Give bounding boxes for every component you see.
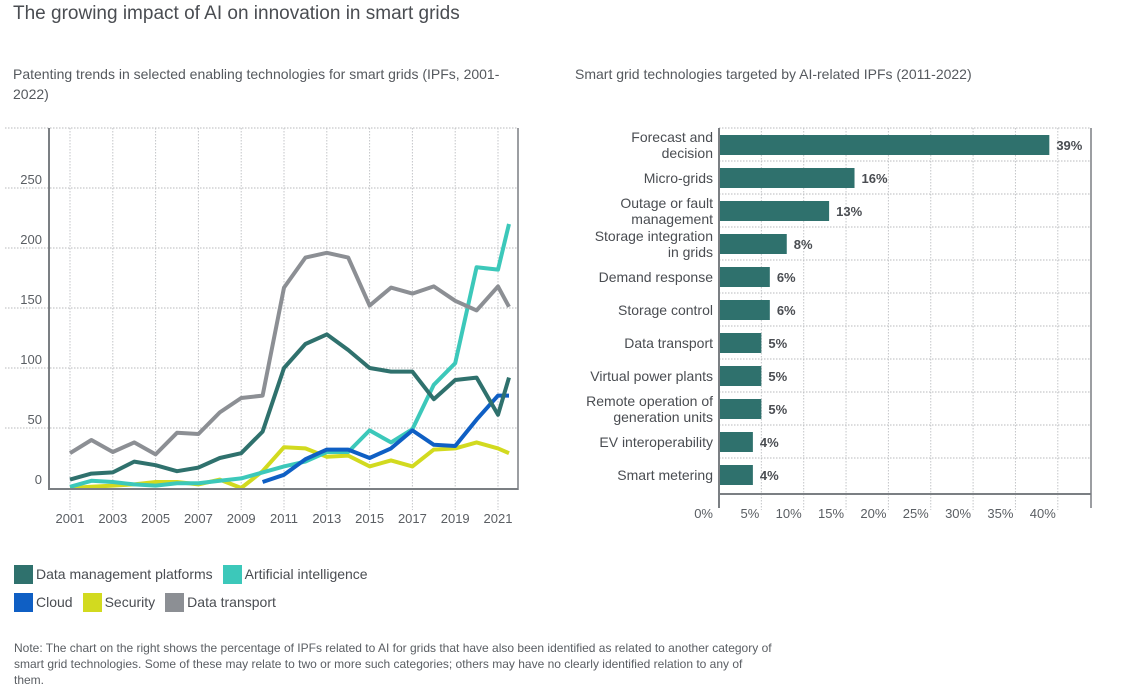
bar-value-label: 5% (768, 402, 787, 417)
legend-swatch (14, 592, 33, 612)
x-tick-label: 30% (945, 506, 971, 521)
bar (719, 432, 753, 452)
category-label: Virtual power plants (590, 368, 713, 384)
legend-row: Cloud Security Data transport (14, 588, 378, 616)
x-tick-label: 2009 (227, 511, 256, 526)
bar-value-label: 4% (760, 435, 779, 450)
x-tick-label: 2005 (141, 511, 170, 526)
bar-value-label: 5% (768, 369, 787, 384)
y-tick-label: 150 (20, 292, 42, 307)
legend-swatch (222, 564, 242, 584)
x-tick-label: 2017 (398, 511, 427, 526)
x-tick-label: 2013 (312, 511, 341, 526)
legend-label: Data management platforms (36, 566, 213, 582)
category-label: EV interoperability (599, 434, 713, 450)
category-label: in grids (668, 244, 713, 260)
category-label: Data transport (624, 335, 713, 351)
category-label: management (631, 211, 713, 227)
bar (719, 135, 1050, 155)
legend-item-ai: Artificial intelligence (222, 564, 368, 584)
x-tick-label: 10% (776, 506, 802, 521)
x-tick-label: 5% (741, 506, 760, 521)
bar (719, 366, 762, 386)
bar-value-label: 13% (836, 204, 862, 219)
x-tick-label: 2001 (56, 511, 85, 526)
bar-value-label: 6% (777, 303, 796, 318)
x-tick-label: 2015 (355, 511, 384, 526)
series-line-ai (69, 223, 511, 489)
line-chart-title: Patenting trends in selected enabling te… (13, 66, 500, 102)
legend-item-cloud: Cloud (14, 592, 73, 612)
x-tick-label: 20% (860, 506, 886, 521)
y-tick-label: 0 (35, 472, 42, 487)
legend-item-security: Security (82, 592, 156, 612)
bar-value-label: 6% (777, 270, 796, 285)
y-tick-label: 200 (20, 232, 42, 247)
category-label: Storage control (618, 302, 713, 318)
bar-chart: 39% 16% 13% 8% 6% 6% 5% 5% 5% 4% 4% Forecast andde… (586, 127, 1092, 521)
series-line-data-transport (68, 250, 511, 457)
legend-item-data-management: Data management platforms (14, 564, 213, 584)
y-tick-label: 50 (28, 412, 42, 427)
category-label: generation units (613, 409, 713, 425)
bar (719, 234, 787, 254)
bar-chart-title: Smart grid technologies targeted by AI-r… (575, 66, 972, 82)
bar (719, 168, 855, 188)
bar (719, 300, 770, 320)
bar (719, 465, 753, 485)
bar-value-label: 16% (862, 171, 888, 186)
legend-row: Data management platforms Artificial int… (14, 560, 378, 588)
x-tick-label: 2019 (441, 511, 470, 526)
legend-label: Security (104, 594, 156, 610)
series-line-cloud (261, 393, 509, 484)
legend-label: Artificial intelligence (244, 566, 368, 582)
x-tick-label: 40% (1030, 506, 1056, 521)
bar (719, 267, 770, 287)
x-tick-label: 2021 (484, 511, 513, 526)
x-tick-label: 2011 (270, 511, 298, 526)
chart-note: Note: The chart on the right shows the p… (14, 641, 772, 687)
legend-item-data-transport: Data transport (165, 592, 276, 612)
category-label: Remote operation of (586, 393, 713, 409)
legend-swatch (165, 592, 185, 612)
bar-value-label: 5% (768, 336, 787, 351)
x-tick-label: 2007 (184, 511, 213, 526)
x-tick-label: 25% (903, 506, 929, 521)
x-tick-label: 15% (818, 506, 844, 521)
category-label: Micro-grids (644, 170, 713, 186)
bar-value-label: 8% (794, 237, 813, 252)
category-label: Forecast and (631, 129, 713, 145)
legend-label: Cloud (36, 594, 73, 610)
category-label: decision (662, 145, 713, 161)
line-chart: 0 50 100 150 200 250 2001 2003 2005 2007 2009 2011 2… (5, 127, 519, 526)
y-tick-label: 100 (20, 352, 42, 367)
x-tick-label: 2003 (98, 511, 127, 526)
line-chart-legend: Data management platforms Artificial int… (14, 560, 378, 616)
y-tick-label: 250 (20, 172, 42, 187)
series-line-data-management (69, 332, 511, 482)
x-tick-label: 35% (987, 506, 1013, 521)
category-label: Outage or fault (620, 195, 713, 211)
legend-label: Data transport (187, 594, 276, 610)
category-label: Demand response (599, 269, 714, 285)
legend-swatch (82, 592, 102, 612)
bar (719, 201, 830, 221)
bar (719, 333, 762, 353)
bar (719, 399, 762, 419)
category-label: Storage integration (595, 228, 713, 244)
category-label: Smart metering (617, 467, 713, 483)
page-title: The growing impact of AI on innovation i… (13, 3, 460, 24)
bar-value-label: 39% (1056, 138, 1082, 153)
x-tick-label: 0% (694, 506, 713, 521)
bar-value-label: 4% (760, 468, 779, 483)
legend-swatch (14, 564, 33, 584)
